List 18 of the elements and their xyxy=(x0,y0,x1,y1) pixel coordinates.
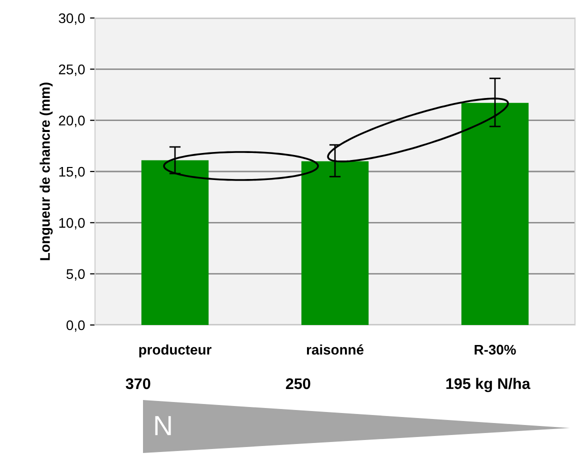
y-axis-title: Longueur de chancre (mm) xyxy=(40,82,53,260)
y-tick-label: 25,0 xyxy=(58,64,85,76)
x-tick-label: R-30% xyxy=(474,344,516,355)
y-tick-label: 20,0 xyxy=(58,116,85,128)
bar xyxy=(301,161,369,325)
y-tick-label: 15,0 xyxy=(59,166,85,178)
bar xyxy=(141,160,209,325)
text: 250 xyxy=(286,378,310,390)
text: 195 kg N/ha xyxy=(446,378,530,392)
bar xyxy=(461,102,529,325)
text: N xyxy=(155,416,171,436)
y-tick-label: 10,0 xyxy=(59,218,85,230)
text: 370 xyxy=(126,378,150,390)
y-tick-label: 5,0 xyxy=(66,269,85,281)
y-tick-label: 0,0 xyxy=(66,320,85,332)
y-tick-label: 30,0 xyxy=(58,13,85,25)
x-tick-label: raisonné xyxy=(306,344,364,355)
x-tick-label: producteur xyxy=(139,344,212,358)
